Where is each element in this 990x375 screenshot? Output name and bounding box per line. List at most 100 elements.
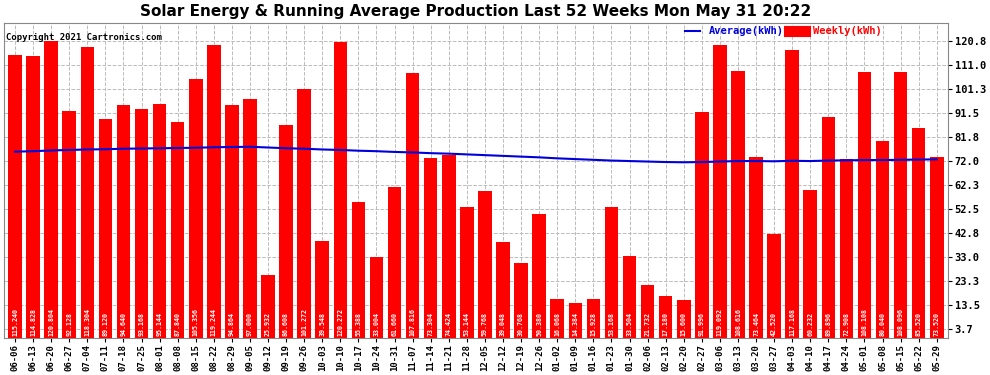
Bar — [152, 104, 166, 338]
Text: 73.464: 73.464 — [753, 312, 759, 336]
Text: 16.068: 16.068 — [554, 312, 560, 336]
Text: 115.240: 115.240 — [12, 308, 18, 336]
Bar — [857, 72, 871, 338]
Text: 101.272: 101.272 — [301, 308, 307, 336]
Bar — [279, 125, 293, 338]
Text: 93.168: 93.168 — [139, 312, 145, 336]
Bar — [244, 99, 256, 338]
Text: 74.424: 74.424 — [446, 312, 451, 336]
Bar — [930, 157, 943, 338]
Bar — [261, 274, 275, 338]
Bar — [117, 105, 131, 338]
Bar — [442, 155, 455, 338]
Text: 53.144: 53.144 — [464, 312, 470, 336]
Text: 120.272: 120.272 — [338, 308, 344, 336]
Bar — [388, 186, 401, 338]
Text: 39.548: 39.548 — [319, 312, 326, 336]
Bar — [533, 214, 545, 338]
Text: 94.640: 94.640 — [121, 312, 127, 336]
Bar — [189, 79, 203, 338]
Text: 72.908: 72.908 — [843, 312, 849, 336]
Text: 80.040: 80.040 — [879, 312, 886, 336]
Bar — [207, 45, 221, 338]
Text: 33.004: 33.004 — [373, 312, 379, 336]
Text: 21.732: 21.732 — [644, 312, 650, 336]
Text: 95.144: 95.144 — [156, 312, 162, 336]
Bar — [749, 158, 763, 338]
Text: 33.504: 33.504 — [627, 312, 633, 336]
Text: 39.048: 39.048 — [500, 312, 506, 336]
Text: 97.000: 97.000 — [247, 312, 253, 336]
Bar — [406, 73, 420, 338]
Bar — [478, 191, 492, 338]
Bar — [316, 241, 329, 338]
Bar — [424, 158, 438, 338]
Bar — [695, 112, 709, 338]
Text: 50.380: 50.380 — [537, 312, 543, 336]
Text: 108.096: 108.096 — [898, 308, 904, 336]
Bar — [369, 257, 383, 338]
Bar — [732, 71, 744, 338]
Bar — [568, 303, 582, 338]
Bar — [822, 117, 836, 338]
Text: 89.896: 89.896 — [826, 312, 832, 336]
Text: 89.120: 89.120 — [102, 312, 108, 336]
Bar — [623, 256, 637, 338]
Title: Solar Energy & Running Average Production Last 52 Weeks Mon May 31 20:22: Solar Energy & Running Average Productio… — [141, 4, 812, 19]
Bar — [171, 122, 184, 338]
Bar — [27, 56, 40, 338]
Bar — [876, 141, 889, 338]
Text: 42.520: 42.520 — [771, 312, 777, 336]
Text: 60.232: 60.232 — [807, 312, 813, 336]
Text: 119.092: 119.092 — [717, 308, 723, 336]
Legend: Average(kWh), Weekly(kWh): Average(kWh), Weekly(kWh) — [680, 22, 886, 40]
Text: 55.388: 55.388 — [355, 312, 361, 336]
Text: 53.168: 53.168 — [609, 312, 615, 336]
Bar — [351, 202, 365, 338]
Bar — [225, 105, 239, 338]
Text: 61.660: 61.660 — [392, 312, 398, 336]
Text: 92.128: 92.128 — [66, 312, 72, 336]
Bar — [641, 285, 654, 338]
Text: 73.304: 73.304 — [428, 312, 434, 336]
Text: 86.608: 86.608 — [283, 312, 289, 336]
Bar — [297, 89, 311, 338]
Bar — [767, 234, 781, 338]
Text: 94.864: 94.864 — [229, 312, 235, 336]
Bar — [713, 45, 727, 338]
Bar — [804, 190, 817, 338]
Text: 15.600: 15.600 — [681, 312, 687, 336]
Text: 87.840: 87.840 — [174, 312, 181, 336]
Bar — [80, 47, 94, 338]
Bar — [496, 242, 510, 338]
Bar — [605, 207, 618, 338]
Bar — [8, 54, 22, 338]
Bar — [785, 50, 799, 338]
Bar — [62, 111, 76, 338]
Bar — [677, 300, 691, 338]
Text: 119.244: 119.244 — [211, 308, 217, 336]
Bar — [334, 42, 347, 338]
Text: 17.180: 17.180 — [662, 312, 668, 336]
Text: 108.616: 108.616 — [735, 308, 741, 336]
Bar — [840, 159, 853, 338]
Text: 91.996: 91.996 — [699, 312, 705, 336]
Bar — [659, 296, 672, 338]
Bar — [460, 207, 473, 338]
Text: 30.768: 30.768 — [518, 312, 524, 336]
Bar — [135, 109, 148, 338]
Text: 25.932: 25.932 — [265, 312, 271, 336]
Text: 14.384: 14.384 — [572, 312, 578, 336]
Bar — [912, 128, 926, 338]
Bar — [515, 262, 528, 338]
Bar — [894, 72, 908, 338]
Text: 107.816: 107.816 — [410, 308, 416, 336]
Text: 59.768: 59.768 — [482, 312, 488, 336]
Text: 108.108: 108.108 — [861, 308, 867, 336]
Text: 85.520: 85.520 — [916, 312, 922, 336]
Text: 15.928: 15.928 — [590, 312, 596, 336]
Text: 118.304: 118.304 — [84, 308, 90, 336]
Text: 120.804: 120.804 — [49, 308, 54, 336]
Bar — [45, 41, 58, 338]
Text: 117.168: 117.168 — [789, 308, 795, 336]
